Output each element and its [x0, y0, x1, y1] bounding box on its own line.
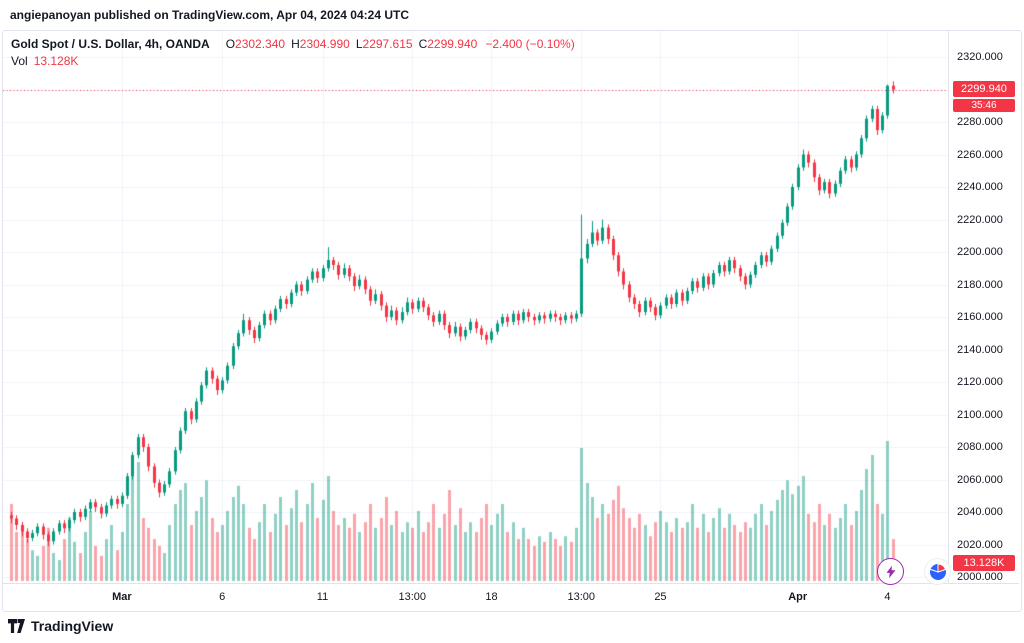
ohlc-value: 2299.940 — [427, 37, 478, 51]
time-axis-label: 4 — [884, 591, 891, 603]
volume-value: 13.128K — [33, 54, 79, 68]
pie-chart-icon — [929, 562, 946, 580]
price-axis-label: 2160.000 — [957, 311, 1003, 323]
stats-button[interactable] — [924, 558, 951, 585]
price-axis-label: 2240.000 — [957, 181, 1003, 193]
ohlc-key: O — [225, 37, 236, 51]
tradingview-logo-link[interactable]: TradingView — [8, 618, 113, 634]
change-value: −2.400 (−0.10%) — [485, 37, 575, 51]
footer-bar: TradingView — [0, 612, 1024, 643]
ohlc-value: 2304.990 — [299, 37, 350, 51]
tradingview-logo-icon — [8, 618, 25, 633]
lightning-icon — [886, 565, 895, 578]
ohlc-key: L — [355, 37, 363, 51]
price-axis-label: 2260.000 — [957, 148, 1003, 161]
time-axis-label: 25 — [654, 591, 667, 603]
chart-legend: Gold Spot / U.S. Dollar, 4h, OANDA O2302.… — [11, 36, 575, 70]
volume-label: Vol — [11, 54, 28, 68]
price-axis-label: 2040.000 — [957, 506, 1003, 518]
last-price-badge: 2299.940 — [953, 81, 1015, 97]
ohlc-value: 2297.615 — [362, 37, 413, 51]
price-axis-label: 2200.000 — [957, 246, 1003, 258]
time-axis-label: Apr — [788, 591, 808, 603]
price-axis-label: 2020.000 — [957, 538, 1003, 551]
ohlc-values: O2302.340 H2304.990 L2297.615 C2299.940 — [220, 37, 478, 51]
time-axis-label: 13:00 — [398, 591, 427, 603]
price-axis-label: 2000.000 — [957, 571, 1003, 583]
price-axis-label: 2280.000 — [957, 116, 1003, 128]
price-axis-label: 2180.000 — [957, 278, 1003, 291]
ohlc-value: 2302.340 — [235, 37, 286, 51]
price-axis-label: 2220.000 — [957, 213, 1003, 226]
chart-widget: Gold Spot / U.S. Dollar, 4h, OANDA O2302.… — [2, 30, 1022, 612]
price-axis-label: 2080.000 — [957, 441, 1003, 453]
time-axis[interactable]: Mar 6 11 13:00 18 13:00 25 Apr 4 — [3, 583, 1019, 611]
time-axis-label: 18 — [485, 591, 498, 603]
price-axis[interactable]: 2299.940 35:46 13.128K 2320.0002300.0002… — [948, 31, 1019, 583]
current-volume-badge: 13.128K — [953, 555, 1015, 571]
ohlc-key: H — [291, 37, 300, 51]
boost-button[interactable] — [877, 558, 904, 585]
time-axis-label: 13:00 — [567, 591, 595, 603]
ohlc-key: C — [418, 37, 428, 51]
candlestick-chart[interactable] — [3, 31, 948, 583]
price-axis-label: 2140.000 — [957, 343, 1003, 356]
bar-countdown-badge: 35:46 — [953, 99, 1015, 112]
symbol-title[interactable]: Gold Spot / U.S. Dollar, 4h, OANDA — [11, 37, 210, 51]
time-axis-label: 6 — [219, 591, 226, 603]
attribution-bar: angiepanoyan published on TradingView.co… — [0, 0, 1024, 30]
time-axis-label: Mar — [112, 591, 132, 603]
price-axis-label: 2120.000 — [957, 376, 1003, 388]
time-axis-label: 11 — [316, 591, 329, 603]
price-axis-label: 2060.000 — [957, 473, 1003, 486]
price-axis-label: 2100.000 — [957, 408, 1003, 421]
tradingview-brand-text: TradingView — [31, 618, 114, 634]
attribution-text: angiepanoyan published on TradingView.co… — [10, 8, 409, 22]
price-axis-label: 2320.000 — [957, 51, 1003, 63]
